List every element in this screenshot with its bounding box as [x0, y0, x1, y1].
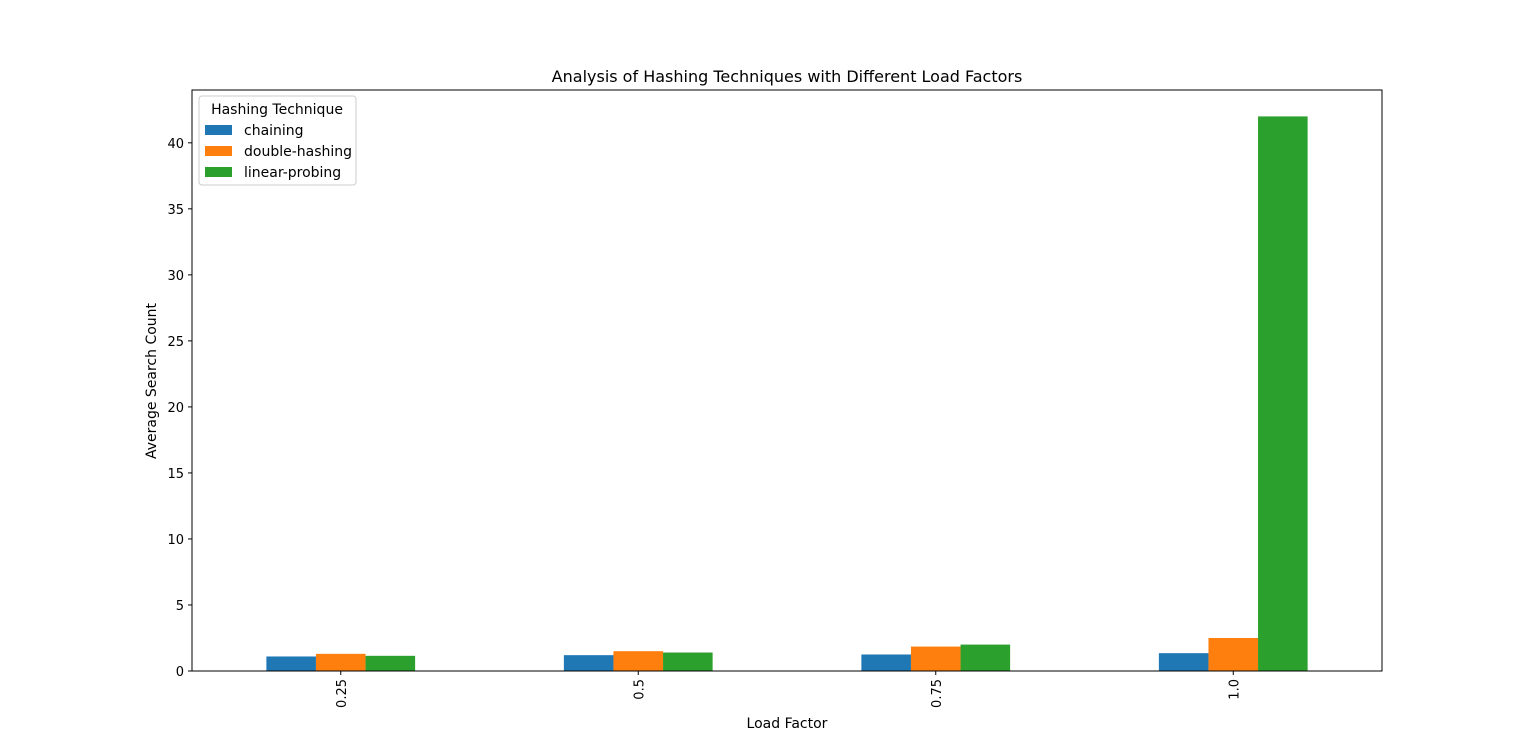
plot-background [192, 90, 1382, 671]
chart-title: Analysis of Hashing Techniques with Diff… [552, 67, 1023, 86]
y-tick-label: 0 [176, 665, 184, 680]
x-axis: 0.25 0.5 0.75 1.0 [335, 671, 1242, 708]
bar-double-hashing-1.0 [1208, 637, 1259, 671]
bar-linear-probing-1.0 [1258, 116, 1308, 672]
y-tick-label: 15 [167, 467, 184, 482]
x-axis-label: Load Factor [747, 716, 828, 732]
y-tick-label: 5 [176, 599, 184, 614]
x-tick-label: 0.75 [930, 679, 945, 708]
y-tick-label: 35 [167, 203, 184, 218]
legend: Hashing Technique chaining double-hashing… [198, 95, 357, 186]
legend-swatch-chaining [205, 125, 232, 135]
bar-linear-probing-0.75 [960, 644, 1011, 671]
bar-chaining-0.25 [266, 656, 316, 671]
legend-label-double-hashing: double-hashing [244, 144, 352, 160]
y-tick-label: 20 [167, 401, 184, 416]
bar-linear-probing-0.25 [365, 655, 416, 671]
bar-double-hashing-0.75 [910, 646, 961, 671]
y-tick-label: 30 [167, 269, 184, 284]
series-linear-probing [365, 116, 1308, 672]
x-tick-label: 0.5 [632, 679, 647, 700]
y-tick-label: 25 [167, 335, 184, 350]
bar-chaining-0.5 [563, 655, 614, 671]
bar-double-hashing-0.25 [315, 653, 366, 671]
legend-swatch-linear-probing [205, 167, 232, 177]
bar-linear-probing-0.5 [663, 652, 713, 671]
y-axis: 0 5 10 15 20 25 30 35 40 [167, 137, 192, 680]
bar-double-hashing-0.5 [613, 651, 664, 671]
series-double-hashing [315, 637, 1259, 671]
legend-label-chaining: chaining [244, 123, 304, 139]
legend-entries: chaining double-hashing linear-probing [205, 123, 352, 181]
legend-label-linear-probing: linear-probing [244, 165, 341, 181]
y-tick-label: 40 [167, 137, 184, 152]
x-tick-label: 0.25 [335, 679, 350, 708]
plot-area [191, 89, 1383, 672]
series-chaining [266, 653, 1209, 671]
legend-title: Hashing Technique [211, 102, 343, 118]
plot-frame [191, 89, 1383, 672]
legend-frame [198, 95, 357, 186]
y-axis-label: Average Search Count [144, 302, 160, 459]
legend-swatch-double-hashing [205, 146, 232, 156]
bar-chaining-0.75 [861, 654, 911, 671]
x-tick-label: 1.0 [1227, 679, 1242, 700]
bar-chaining-1.0 [1158, 653, 1209, 671]
y-tick-label: 10 [167, 533, 184, 548]
